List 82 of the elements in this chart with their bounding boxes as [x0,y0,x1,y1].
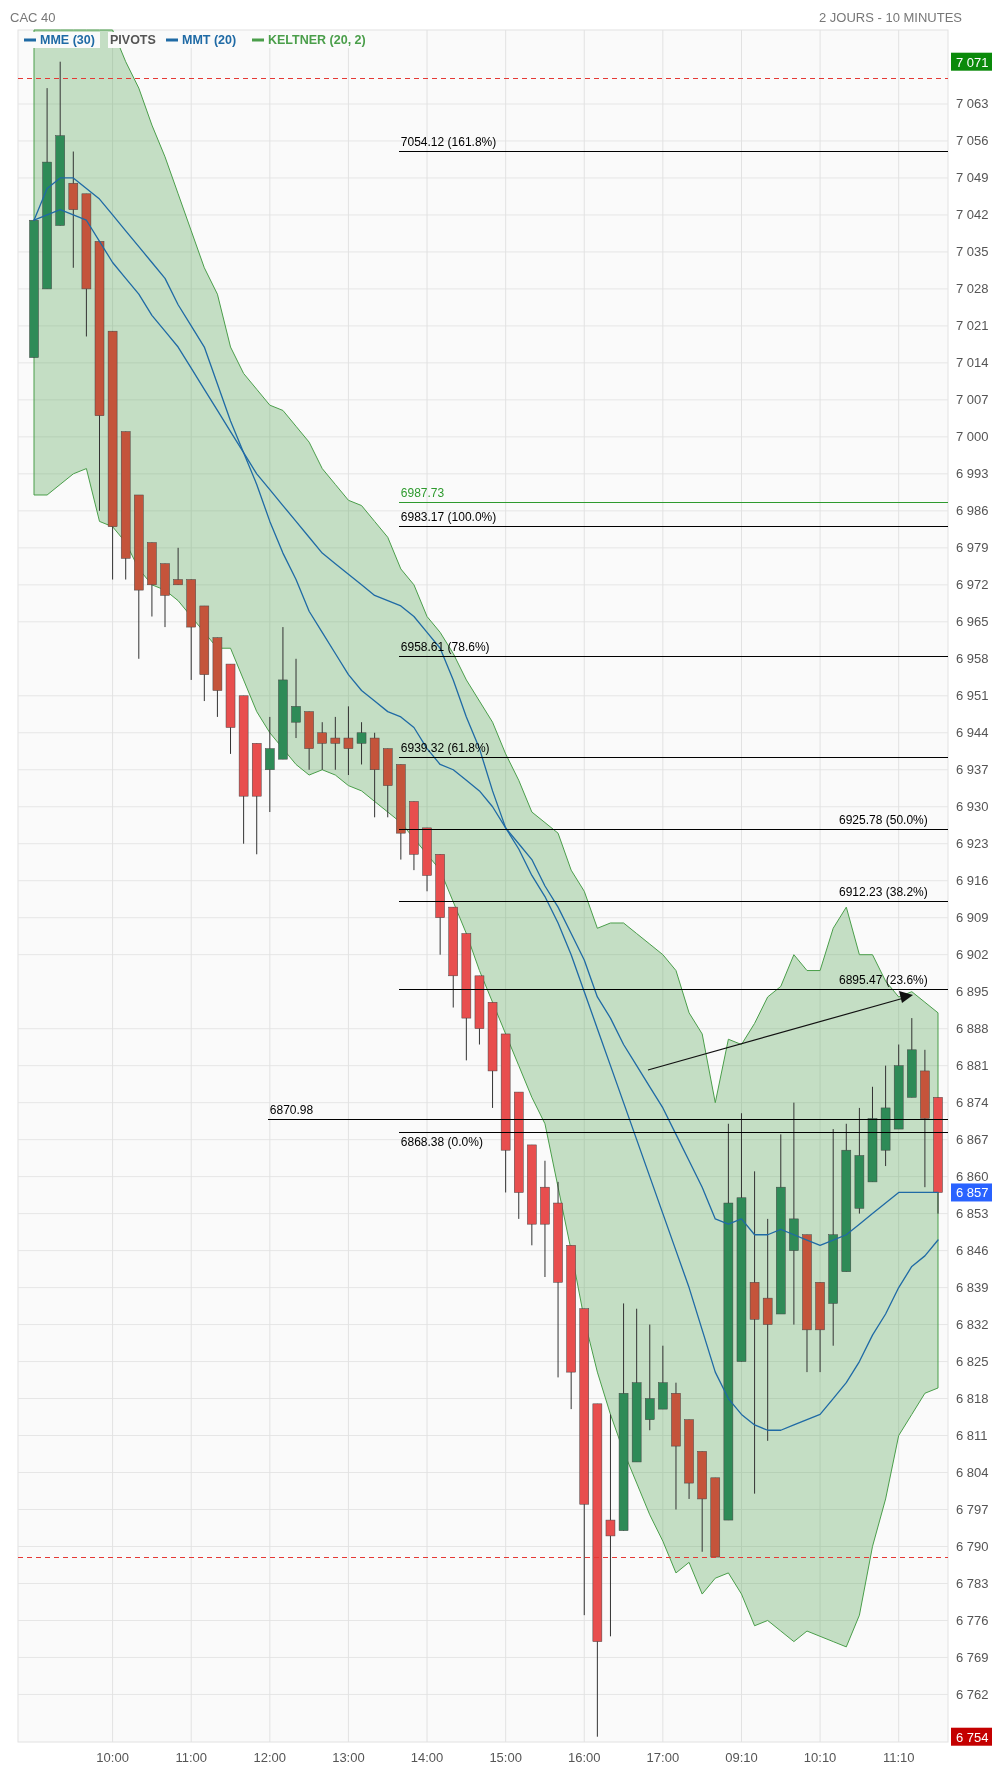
annotation: 7 071 [956,54,989,70]
y-tick-label: 6 909 [956,910,989,926]
y-tick-label: 7 000 [956,429,989,445]
y-tick-label: 7 042 [956,207,989,223]
y-tick-label: 6 965 [956,614,989,630]
candlestick [291,658,301,739]
y-tick-label: 6 993 [956,466,989,482]
y-tick-label: 7 028 [956,281,989,297]
chart-title: CAC 40 [10,10,56,25]
y-tick-label: 6 839 [956,1280,989,1296]
candlestick [330,716,341,771]
x-tick-label: 13:00 [332,1750,365,1765]
candlestick [173,547,183,586]
y-tick-label: 7 049 [956,170,989,186]
candlestick [749,1170,760,1495]
y-tick-label: 6 986 [956,503,989,519]
ref-line-label: 6868.38 (0.0%) [400,1135,483,1150]
legend-label: KELTNER (20, 2) [268,33,366,47]
y-tick-label: 6 951 [956,688,989,704]
x-tick-label: 10:10 [803,1750,837,1765]
y-tick-label: 6 832 [956,1317,989,1333]
y-tick-label: 6 881 [956,1058,989,1074]
x-tick-label: 16:00 [567,1750,601,1765]
y-tick-label: 6 937 [956,762,989,778]
y-tick-label: 6 874 [956,1095,989,1111]
legend-label: MMT (20) [182,33,237,47]
y-tick-label: 6 923 [956,836,989,852]
ref-line-label: 6912.23 (38.2%) [839,884,928,899]
x-tick-label: 09:10 [725,1750,758,1765]
y-tick-label: 6 790 [956,1538,989,1554]
candlestick [265,716,275,813]
y-tick-label: 6 776 [956,1612,989,1628]
annotation: 6 754 [956,1729,989,1745]
y-tick-label: 6 811 [956,1428,988,1444]
y-tick-label: 6 825 [956,1354,989,1370]
y-tick-label: 6 888 [956,1021,989,1037]
chart-subtitle: 2 JOURS - 10 MINUTES [818,10,963,25]
ref-line-label: 6870.98 [269,1102,314,1117]
y-tick-label: 7 035 [956,244,989,260]
y-tick-label: 6 930 [956,799,989,815]
y-tick-label: 6 797 [956,1502,989,1518]
x-tick-label: 17:00 [646,1750,680,1765]
y-tick-label: 6 804 [956,1465,989,1481]
candlestick [356,721,367,765]
x-tick-label: 15:00 [489,1750,522,1765]
y-tick-label: 6 916 [956,873,989,889]
y-tick-label: 6 818 [956,1391,989,1407]
legend-label: MME (30) [40,33,95,47]
x-tick-label: 14:00 [410,1750,444,1765]
x-tick-label: 12:00 [253,1750,287,1765]
x-tick-label: 11:10 [882,1750,915,1765]
y-tick-label: 6 972 [956,577,989,593]
annotation: PIVOTS [110,33,156,47]
y-tick-label: 6 769 [956,1649,989,1665]
ref-line-label: 6987.73 [400,485,445,500]
y-tick-label: 6 958 [956,651,989,667]
y-tick-label: 6 867 [956,1132,989,1148]
y-tick-label: 7 021 [956,318,989,334]
y-tick-label: 6 895 [956,984,989,1000]
y-tick-label: 6 846 [956,1243,989,1259]
candlestick [343,705,354,776]
y-tick-label: 6 783 [956,1575,989,1591]
x-tick-label: 11:00 [175,1750,208,1765]
y-tick-label: 6 979 [956,540,989,556]
y-tick-label: 7 056 [956,133,989,149]
annotation: 6 857 [956,1185,989,1201]
y-tick-label: 6 762 [956,1686,989,1702]
candlestick [317,721,327,771]
y-tick-label: 6 853 [956,1206,989,1222]
y-tick-label: 6 902 [956,947,989,963]
ref-line-label: 7054.12 (161.8%) [400,134,497,149]
ref-line-label: 6925.78 (50.0%) [839,813,928,828]
candlestick [645,1324,655,1431]
x-tick-label: 10:00 [96,1750,129,1765]
y-tick-label: 7 063 [956,96,989,112]
y-tick-label: 7 014 [956,355,989,371]
candlestick [605,1413,616,1637]
y-tick-label: 6 860 [956,1169,989,1185]
ref-line-label: 6983.17 (100.0%) [400,509,497,524]
y-tick-label: 7 007 [956,392,989,408]
ref-line-label: 6895.47 (23.6%) [839,973,928,988]
y-tick-label: 6 944 [956,725,989,741]
